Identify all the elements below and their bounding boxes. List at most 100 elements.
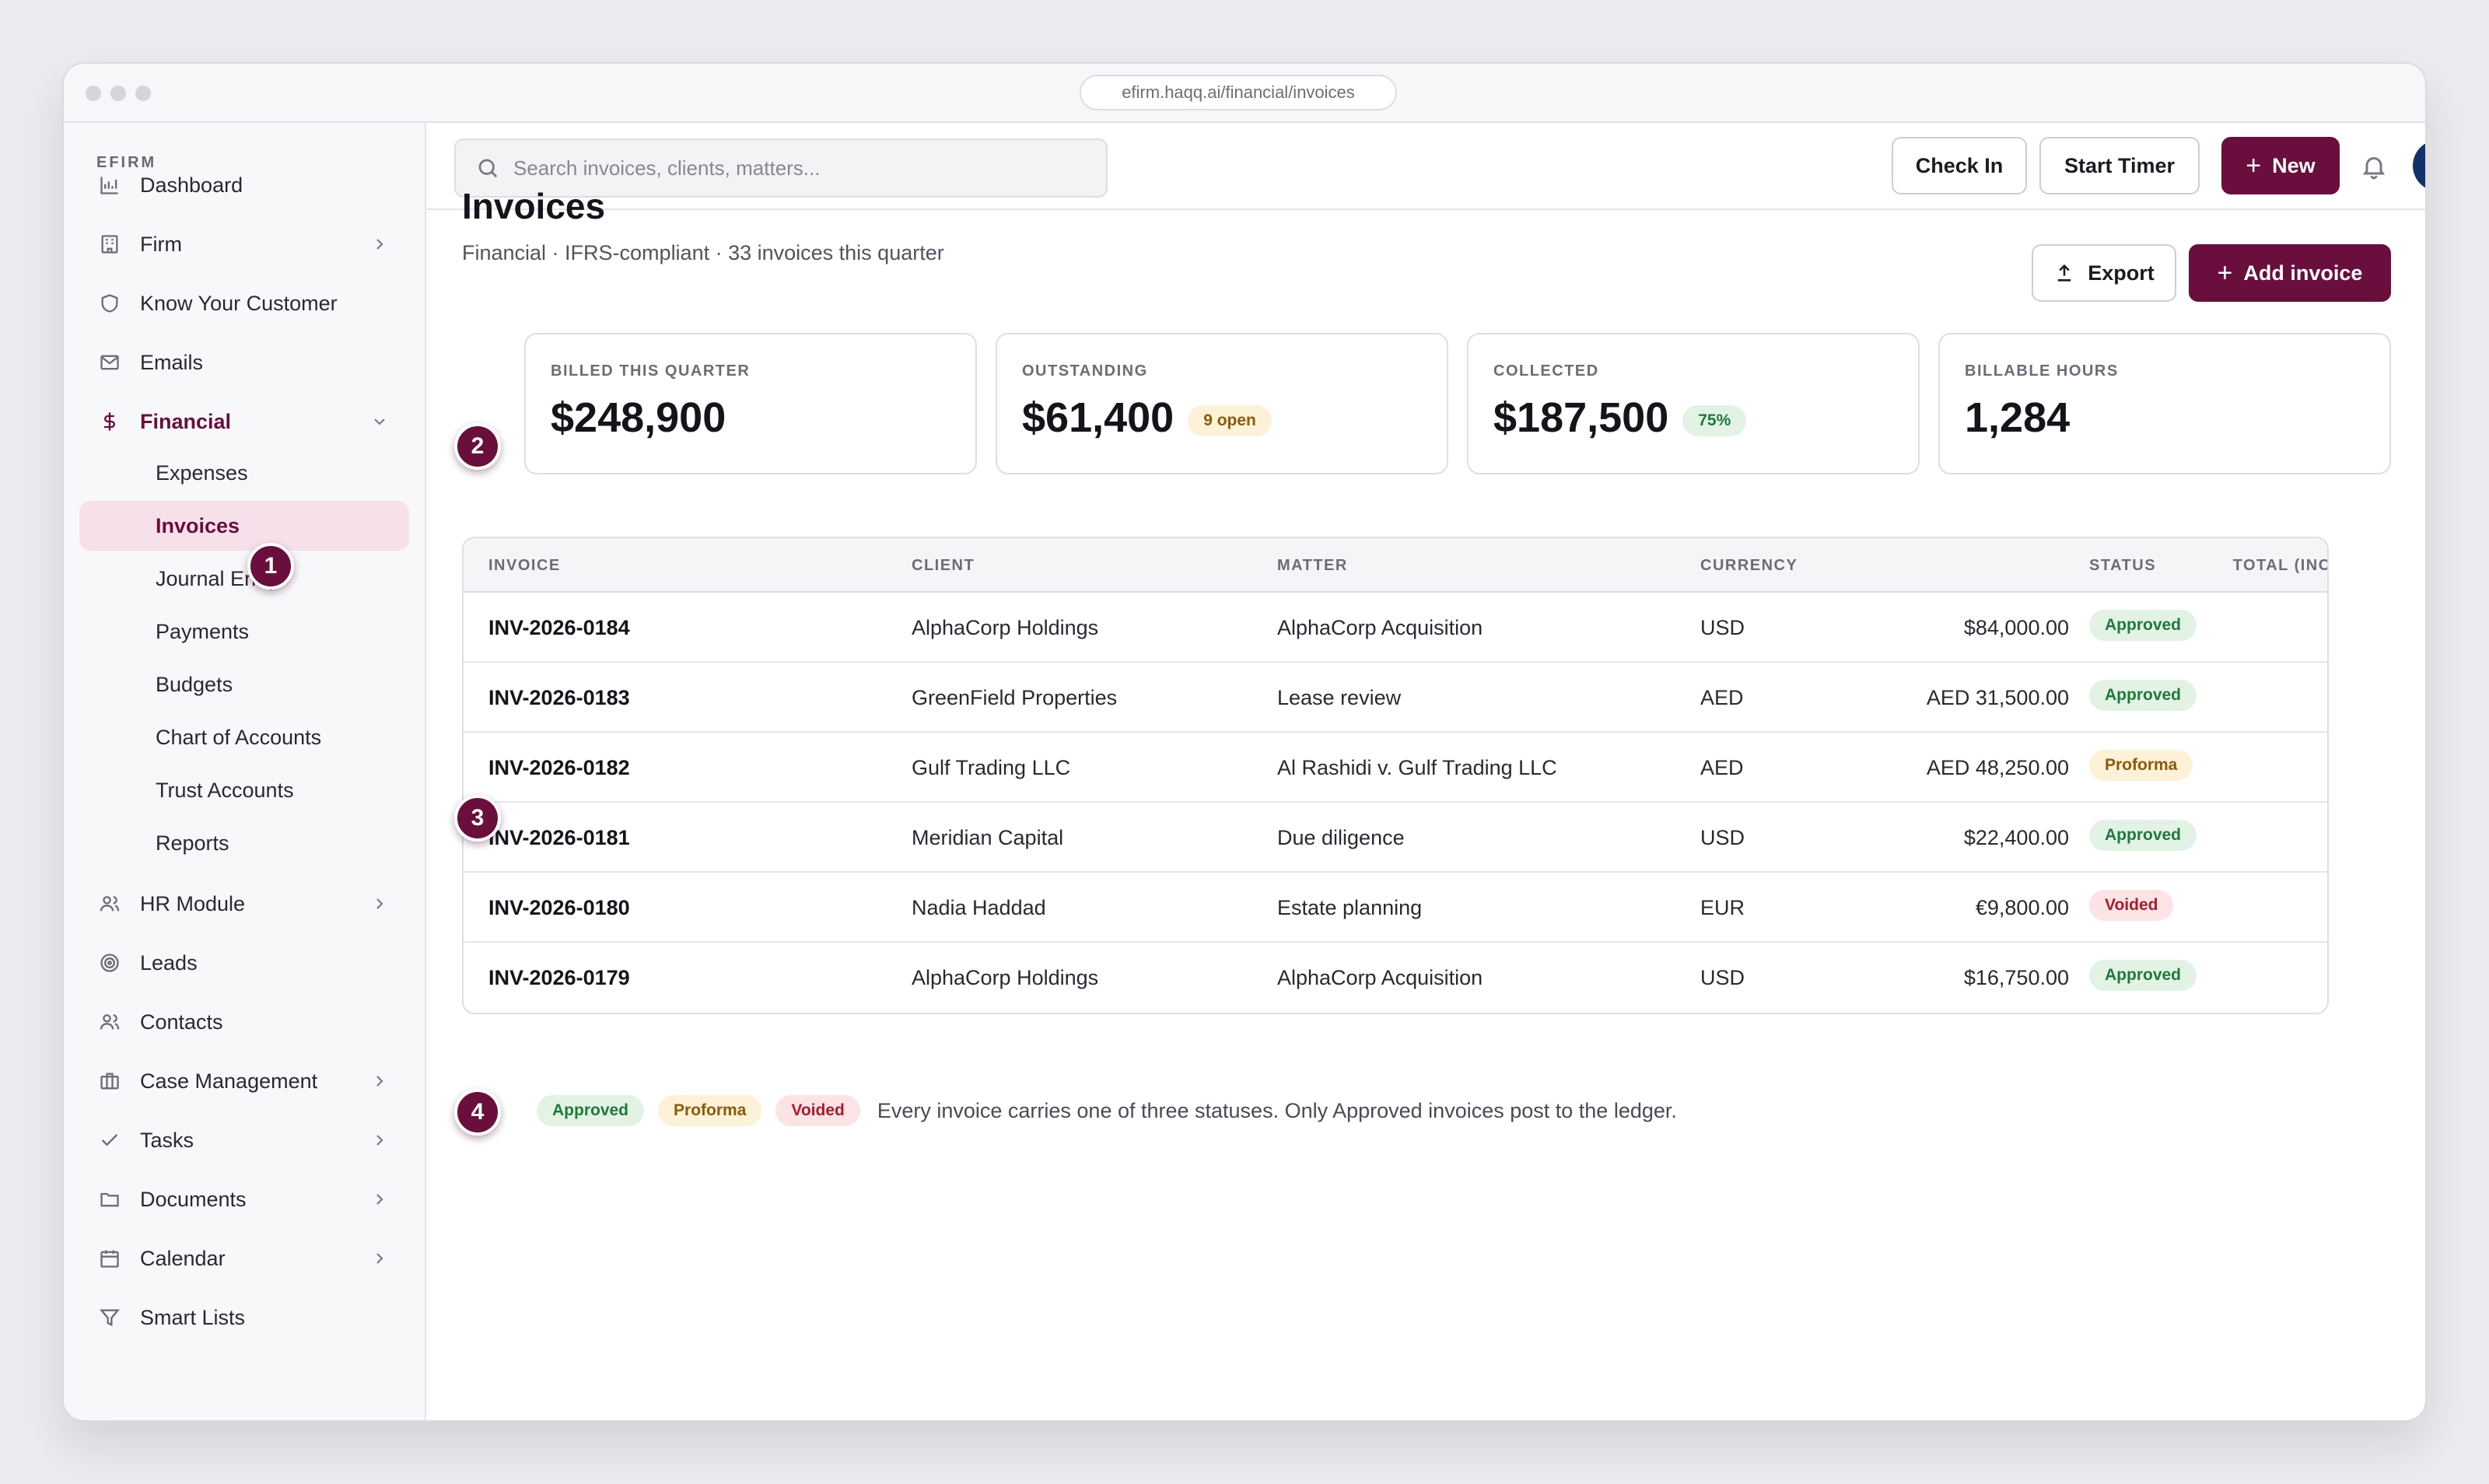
sidebar-subitem-expenses[interactable]: Expenses <box>156 460 248 485</box>
sidebar-item-leads[interactable]: Leads <box>79 938 409 988</box>
annotation-marker: 2 <box>454 423 501 470</box>
window-close-dot[interactable] <box>86 86 101 101</box>
cell-total: $16,750.00 <box>1963 966 2069 989</box>
table-row[interactable]: INV-2026-0180 Nadia Haddad Estate planning… <box>464 873 2327 943</box>
sidebar-item-smart-lists[interactable]: Smart Lists <box>79 1293 409 1342</box>
cell-invoice: INV-2026-0180 <box>488 896 630 919</box>
table-row[interactable]: INV-2026-0183 GreenField Properties Lease … <box>464 663 2327 733</box>
column-header-status[interactable]: STATUS <box>2089 557 2157 574</box>
chevron-right-icon <box>370 894 389 913</box>
sidebar-item-financial[interactable]: Financial <box>79 397 409 446</box>
annotation-marker: 3 <box>454 795 501 842</box>
sidebar-item-label: HR Module <box>140 891 246 915</box>
sidebar-subitem-invoices[interactable]: Invoices <box>79 501 409 551</box>
avatar[interactable]: SM <box>2413 140 2425 191</box>
page-subtitle: Financial · IFRS-compliant · 33 invoices… <box>462 241 944 264</box>
collected-percent-badge: 75% <box>1682 405 1747 436</box>
stat-card-outstanding: OUTSTANDING $61,400 9 open <box>996 333 1448 474</box>
cell-client: AlphaCorp Holdings <box>912 966 1099 989</box>
sidebar-item-emails[interactable]: Emails <box>79 338 409 387</box>
sidebar-item-label: Emails <box>140 350 204 374</box>
stat-label: BILLABLE HOURS <box>1965 362 2119 380</box>
add-invoice-button-label: Add invoice <box>2243 261 2363 285</box>
status-badge: Voided <box>2089 890 2174 921</box>
top-bar: Check In Start Timer + New SM <box>426 123 2425 210</box>
add-invoice-button[interactable]: + Add invoice <box>2189 244 2391 302</box>
sidebar-brand: EFIRM <box>96 154 157 171</box>
chevron-right-icon <box>370 1249 389 1268</box>
sidebar-subitem-payments[interactable]: Payments <box>156 619 250 643</box>
check-in-button[interactable]: Check In <box>1892 137 2027 194</box>
sidebar-subitem-budgets[interactable]: Budgets <box>156 672 233 696</box>
export-button[interactable]: Export <box>2032 244 2176 302</box>
open-count-badge: 9 open <box>1188 405 1272 436</box>
export-button-label: Export <box>2088 261 2155 285</box>
chevron-right-icon <box>370 235 389 254</box>
status-badge: Approved <box>2089 820 2197 851</box>
folder-icon <box>98 1188 121 1211</box>
window-minimize-dot[interactable] <box>110 86 126 101</box>
cell-total: $22,400.00 <box>1963 826 2069 849</box>
bar-chart-icon <box>98 173 121 197</box>
sidebar-item-label: Case Management <box>140 1069 318 1093</box>
stat-label: COLLECTED <box>1493 362 1599 380</box>
cell-invoice: INV-2026-0181 <box>488 826 630 849</box>
sidebar-subitem-journal-entry[interactable]: Journal Entry <box>156 566 280 590</box>
cell-client: AlphaCorp Holdings <box>912 616 1099 639</box>
briefcase-icon <box>98 1069 121 1093</box>
column-header-client[interactable]: CLIENT <box>912 557 975 574</box>
cell-currency: USD <box>1700 826 1745 849</box>
cell-invoice: INV-2026-0183 <box>488 686 630 709</box>
plus-icon: + <box>2217 258 2233 288</box>
annotation-marker: 4 <box>454 1089 501 1136</box>
sidebar-item-case-management[interactable]: Case Management <box>79 1056 409 1106</box>
target-icon <box>98 951 121 975</box>
sidebar-item-tasks[interactable]: Tasks <box>79 1115 409 1165</box>
bell-icon[interactable] <box>2360 152 2388 180</box>
building-icon <box>98 233 121 256</box>
status-badge: Proforma <box>2089 750 2193 781</box>
column-header-currency[interactable]: CURRENCY <box>1700 557 1798 574</box>
cell-status: Approved <box>2089 680 2197 711</box>
sidebar-item-contacts[interactable]: Contacts <box>79 997 409 1047</box>
table-row[interactable]: INV-2026-0182 Gulf Trading LLC Al Rashidi … <box>464 733 2327 803</box>
search-input[interactable] <box>513 156 1104 180</box>
annotation-marker: 1 <box>247 543 294 590</box>
cell-currency: USD <box>1700 966 1745 989</box>
cell-currency: EUR <box>1700 896 1745 919</box>
sidebar-item-hr-module[interactable]: HR Module <box>79 879 409 929</box>
cell-total: €9,800.00 <box>1975 896 2069 919</box>
cell-client: Gulf Trading LLC <box>912 756 1071 779</box>
cell-matter: Al Rashidi v. Gulf Trading LLC <box>1277 756 1557 779</box>
sidebar-subitem-chart-of-accounts[interactable]: Chart of Accounts <box>156 725 322 749</box>
cell-total: AED 48,250.00 <box>1926 756 2069 779</box>
invoices-table: INVOICE CLIENT MATTER CURRENCY TOTAL (IN… <box>462 537 2329 1014</box>
sidebar-item-kyc[interactable]: Know Your Customer <box>79 278 409 328</box>
address-bar[interactable]: efirm.haqq.ai/financial/invoices <box>1080 75 1397 110</box>
chevron-right-icon <box>370 1131 389 1150</box>
calendar-icon <box>98 1247 121 1270</box>
sidebar-item-firm[interactable]: Firm <box>79 219 409 269</box>
window-maximize-dot[interactable] <box>135 86 151 101</box>
column-header-invoice[interactable]: INVOICE <box>488 557 561 574</box>
sidebar-subitem-trust-accounts[interactable]: Trust Accounts <box>156 778 294 802</box>
table-row[interactable]: INV-2026-0184 AlphaCorp Holdings AlphaCorp… <box>464 593 2327 663</box>
stat-value: $61,400 <box>1022 394 1174 441</box>
chevron-right-icon <box>370 1072 389 1090</box>
column-header-matter[interactable]: MATTER <box>1277 557 1348 574</box>
sidebar-subitem-reports[interactable]: Reports <box>156 831 229 855</box>
sidebar-item-calendar[interactable]: Calendar <box>79 1234 409 1283</box>
stat-value: $187,500 <box>1493 394 1669 441</box>
sidebar-item-documents[interactable]: Documents <box>79 1174 409 1224</box>
search-box[interactable] <box>454 138 1108 198</box>
cell-total: AED 31,500.00 <box>1926 686 2069 709</box>
sidebar-item-label: Documents <box>140 1187 247 1211</box>
sidebar-item-dashboard[interactable]: Dashboard <box>79 160 409 210</box>
start-timer-button[interactable]: Start Timer <box>2039 137 2200 194</box>
new-button[interactable]: + New <box>2221 137 2340 194</box>
legend-proforma-badge: Proforma <box>658 1095 762 1126</box>
table-row[interactable]: INV-2026-0181 Meridian Capital Due diligen… <box>464 803 2327 873</box>
table-row[interactable]: INV-2026-0179 AlphaCorp Holdings AlphaCorp… <box>464 943 2327 1013</box>
cell-matter: Estate planning <box>1277 896 1423 919</box>
status-badge: Approved <box>2089 610 2197 641</box>
